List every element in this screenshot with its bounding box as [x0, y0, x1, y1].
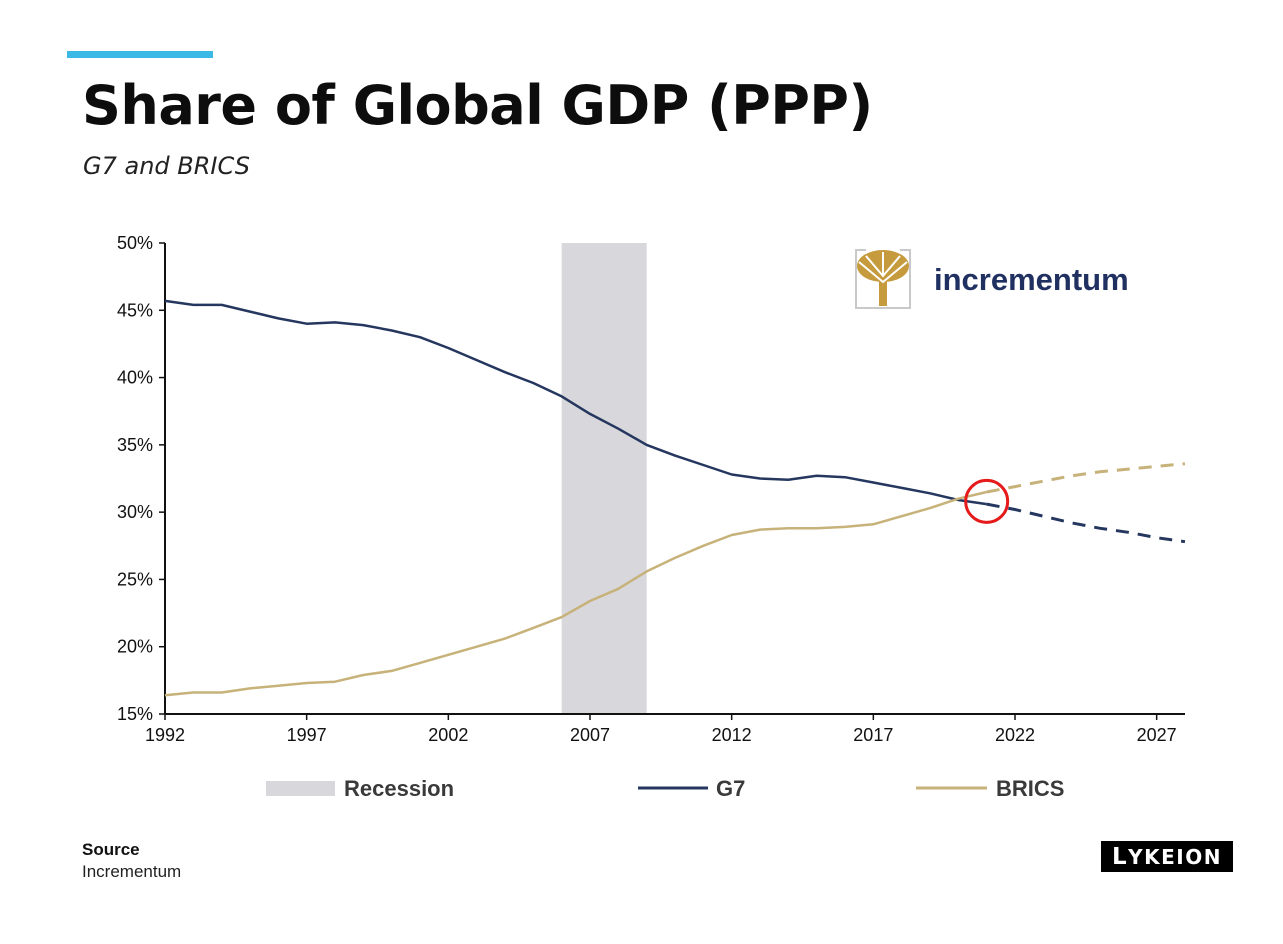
y-tick-label: 30%	[117, 502, 153, 522]
series-line-g7	[164, 299, 987, 506]
y-tick-label: 15%	[117, 704, 153, 724]
recession-band	[561, 243, 647, 714]
x-tick-label: 2027	[1137, 725, 1177, 745]
watermark-text: incrementum	[934, 262, 1129, 297]
source-text: Incrementum	[82, 862, 182, 881]
y-tick-label: 25%	[117, 569, 153, 589]
x-tick-label: 1992	[145, 725, 185, 745]
legend-recession-label: Recession	[344, 776, 454, 801]
x-tick-label: 2017	[853, 725, 893, 745]
legend-brics-label: BRICS	[996, 776, 1064, 801]
page-subtitle: G7 and BRICS	[83, 152, 250, 180]
legend: Recession G7 BRICS	[266, 776, 1064, 801]
series-projection-g7	[986, 502, 1186, 544]
source-label: Source	[82, 840, 140, 859]
series-projection-brics	[986, 462, 1186, 494]
tree-icon	[855, 244, 911, 309]
y-tick-label: 20%	[117, 637, 153, 657]
x-tick-label: 2012	[712, 725, 752, 745]
x-tick-label: 1997	[287, 725, 327, 745]
y-tick-label: 35%	[117, 435, 153, 455]
legend-g7-label: G7	[716, 776, 745, 801]
x-tick-label: 2022	[995, 725, 1035, 745]
y-tick-label: 40%	[117, 368, 153, 388]
page-title: Share of Global GDP (PPP)	[82, 74, 873, 137]
watermark-logo: incrementum	[855, 244, 1129, 309]
x-tick-label: 2002	[428, 725, 468, 745]
legend-recession-swatch	[266, 781, 335, 796]
y-tick-label: 45%	[117, 300, 153, 320]
crossover-highlight-circle	[964, 478, 1010, 524]
series-lines	[164, 299, 1186, 697]
x-axis: 1992 1997 2002 2007 2012 2017 2022 2027	[145, 713, 1185, 745]
series-line-brics	[164, 490, 987, 697]
y-axis: 15% 20% 25% 30% 35% 40% 45% 50%	[117, 233, 166, 724]
lykeion-logo: L YKEION	[1101, 841, 1233, 872]
x-tick-label: 2007	[570, 725, 610, 745]
line-chart: incrementum 15% 20% 25% 30% 35% 40% 45% 50% 199…	[117, 233, 1186, 801]
y-tick-label: 50%	[117, 233, 153, 253]
accent-bar	[67, 51, 213, 58]
